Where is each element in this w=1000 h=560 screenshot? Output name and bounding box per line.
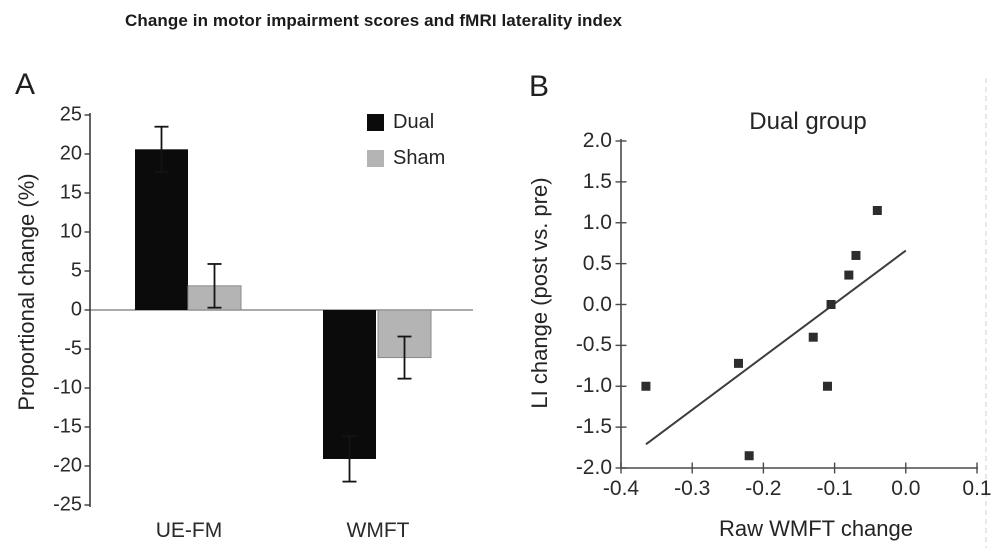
- scatter-point: [826, 300, 836, 309]
- scatter-point: [844, 270, 854, 280]
- bar-dual-ue-fm: [135, 149, 188, 310]
- trendline: [645, 249, 907, 446]
- scatter-point: [822, 381, 832, 391]
- scatter-point: [851, 250, 861, 260]
- scatter-point: [641, 381, 651, 391]
- scatter-point: [808, 332, 818, 342]
- scatter-point: [744, 451, 754, 461]
- scatter-point: [872, 205, 882, 215]
- bar-dual-wmft: [323, 310, 376, 459]
- scatter-point: [733, 358, 743, 368]
